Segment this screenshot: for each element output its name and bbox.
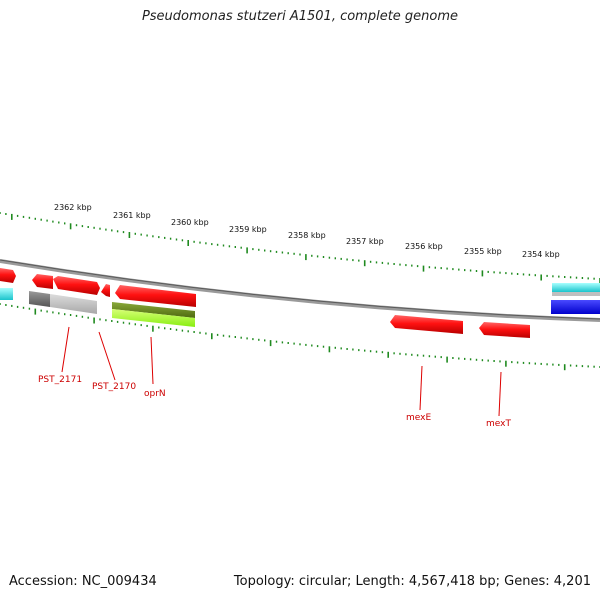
- gene-label-pst-2170[interactable]: PST_2170: [92, 382, 136, 392]
- gene-label-mexe[interactable]: mexE: [406, 413, 431, 423]
- scale-label: 2356 kbp: [405, 242, 443, 251]
- gene-label-mext[interactable]: mexT: [486, 419, 511, 429]
- accession-text: Accession: NC_009434: [9, 574, 157, 589]
- cyan-feature[interactable]: [0, 288, 13, 300]
- gray-feature[interactable]: [29, 291, 50, 307]
- gene-label-pst-2171[interactable]: PST_2171: [38, 375, 82, 385]
- gene-feature[interactable]: [53, 276, 100, 295]
- gene-feature[interactable]: [479, 322, 530, 338]
- scale-label: 2355 kbp: [464, 247, 502, 256]
- scale-label: 2358 kbp: [288, 231, 326, 240]
- gene-feature[interactable]: [101, 284, 110, 297]
- gene-feature[interactable]: [0, 268, 16, 283]
- scale-label: 2359 kbp: [229, 225, 267, 234]
- cyan-feature[interactable]: [552, 283, 600, 292]
- genome-summary-text: Topology: circular; Length: 4,567,418 bp…: [233, 574, 591, 589]
- reverse-strand-features: [29, 291, 600, 338]
- scale-label: 2357 kbp: [346, 237, 384, 246]
- outer-tick-ring: [0, 212, 600, 284]
- scale-label: 2362 kbp: [54, 203, 92, 212]
- gray-feature[interactable]: [552, 292, 600, 296]
- gene-feature[interactable]: [115, 285, 196, 307]
- scale-labels: 2362 kbp 2361 kbp 2360 kbp 2359 kbp 2358…: [54, 203, 560, 259]
- blue-feature[interactable]: [551, 300, 600, 314]
- map-title: Pseudomonas stutzeri A1501, complete gen…: [141, 9, 459, 24]
- lime-feature[interactable]: [112, 309, 195, 327]
- scale-label: 2360 kbp: [171, 218, 209, 227]
- scale-label: 2354 kbp: [522, 250, 560, 259]
- scale-label: 2361 kbp: [113, 211, 151, 220]
- gene-feature[interactable]: [390, 315, 463, 334]
- gene-label-oprn[interactable]: oprN: [144, 389, 166, 399]
- backbone: [0, 259, 600, 322]
- gray-feature[interactable]: [50, 294, 97, 314]
- olive-feature[interactable]: [112, 302, 195, 318]
- inner-tick-ring: [0, 303, 600, 371]
- gene-labels: PST_2171 PST_2170 oprN mexE mexT: [38, 375, 511, 429]
- gene-feature[interactable]: [32, 274, 53, 289]
- label-leaders: [61, 326, 502, 417]
- forward-strand-features: [0, 268, 600, 307]
